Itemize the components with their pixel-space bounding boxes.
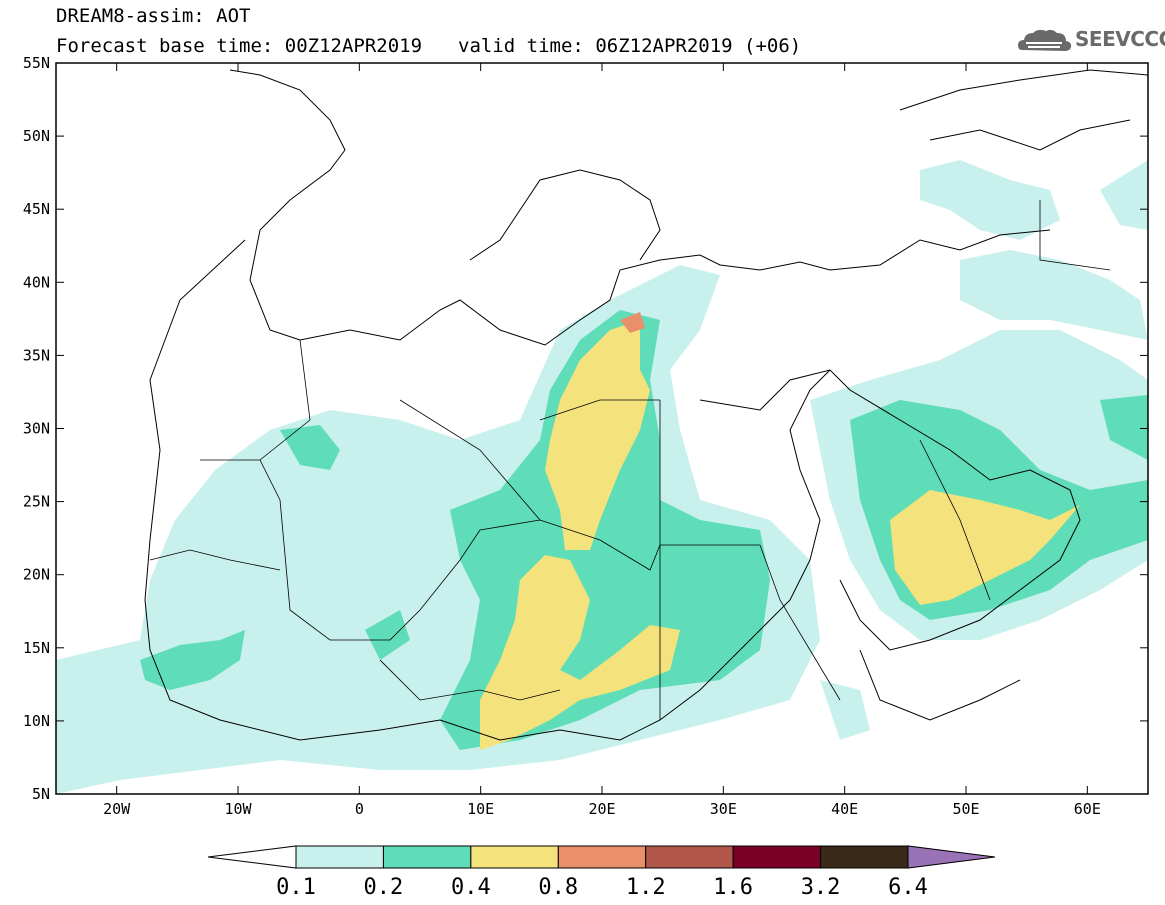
lat-label: 45N [23,200,50,218]
colorbar-min-arrow [207,845,297,869]
colorbar: 0.1 0.2 0.4 0.8 1.2 1.6 3.2 6.4 [207,845,996,900]
forecast-times: Forecast base time: 00Z12APR2019 valid ti… [56,36,801,56]
lat-label: 15N [23,639,50,657]
colorbar-label: 0.8 [538,875,578,900]
lat-label: 35N [23,346,50,364]
colorbar-swatch [820,845,909,869]
aot-field [56,69,1148,794]
lat-label: 10N [23,712,50,730]
lon-label: 30E [710,800,737,818]
base-time: Forecast base time: 00Z12APR2019 [56,35,423,57]
valid-time: valid time: 06Z12APR2019 (+06) [458,35,802,57]
lat-label: 20N [23,566,50,584]
colorbar-label: 1.6 [713,875,753,900]
colorbar-label: 6.4 [888,875,928,900]
colorbar-swatch [645,845,734,869]
lat-label: 25N [23,493,50,511]
lon-label: 60E [1074,800,1101,818]
lat-label: 5N [32,785,50,803]
lon-label: 10W [224,800,252,818]
lon-label: 10E [467,800,494,818]
lon-label: 0 [355,800,364,818]
colorbar-label: 0.2 [364,875,404,900]
lat-axis: 55N 50N 45N 40N 35N 30N 25N 20N 15N 10N 5N [23,54,1148,803]
aot-0.4-0.8 [480,320,1080,750]
colorbar-swatch [295,845,384,869]
colorbar-swatch [470,845,559,869]
lat-label: 30N [23,420,50,438]
lon-label: 40E [831,800,858,818]
lat-label: 50N [23,127,50,145]
lat-label: 40N [23,273,50,291]
colorbar-max-arrow [907,845,996,869]
lon-label: 20W [103,800,131,818]
coastlines [144,69,1148,741]
country-borders [149,200,1111,720]
lon-axis: 20W 10W 0 10E 20E 30E 40E 50E 60E [103,63,1101,818]
colorbar-label: 1.2 [626,875,666,900]
lon-label: 20E [588,800,615,818]
colorbar-swatch [732,845,822,869]
colorbar-swatch [382,845,472,869]
aot-0.8-1.2 [620,312,645,333]
lon-label: 50E [952,800,979,818]
colorbar-label: 0.4 [451,875,491,900]
map-title: DREAM8-assim: AOT [56,5,251,27]
lat-label: 55N [23,54,50,72]
colorbar-label: 3.2 [801,875,841,900]
cloud-logo-icon [1018,29,1072,51]
logo-text: SEEVCCC [1075,27,1165,51]
colorbar-swatch [557,845,647,869]
colorbar-label: 0.1 [276,875,316,900]
